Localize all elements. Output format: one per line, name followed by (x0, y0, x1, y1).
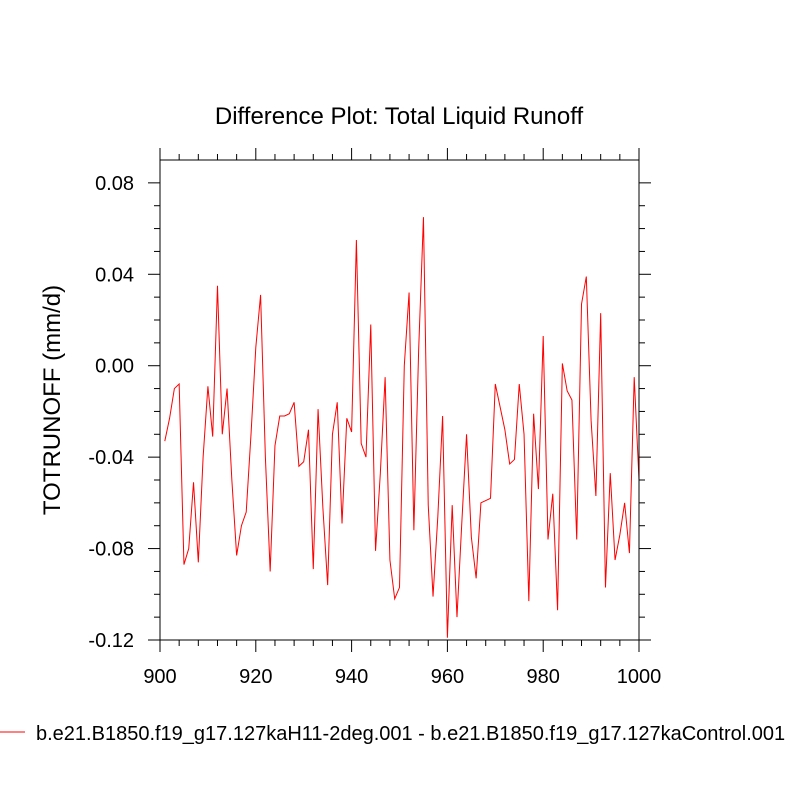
chart-title: Difference Plot: Total Liquid Runoff (215, 103, 584, 130)
y-axis-label: TOTRUNOFF (mm/d) (39, 285, 66, 515)
y-tick-label: 0.08 (95, 173, 134, 195)
x-tick-label: 960 (431, 666, 464, 688)
x-tick-label: 900 (143, 666, 176, 688)
x-tick-label: 940 (335, 666, 368, 688)
axis-ticks (148, 148, 651, 652)
x-tick-label: 1000 (617, 666, 662, 688)
legend-label: b.e21.B1850.f19_g17.127kaH11-2deg.001 - … (36, 723, 785, 745)
y-tick-label: 0.04 (95, 264, 134, 286)
series-line (164, 217, 640, 638)
x-tick-label: 980 (527, 666, 560, 688)
axis-tick-labels: 900 920 940 960 980 1000 -0.12 -0.08 -0.04 0.00 0.… (88, 173, 661, 688)
x-tick-label: 920 (239, 666, 272, 688)
y-tick-label: -0.04 (88, 447, 134, 469)
y-tick-label: -0.08 (88, 539, 134, 561)
y-tick-label: 0.00 (95, 356, 134, 378)
y-tick-label: -0.12 (88, 630, 134, 652)
plot-frame (159, 159, 640, 641)
